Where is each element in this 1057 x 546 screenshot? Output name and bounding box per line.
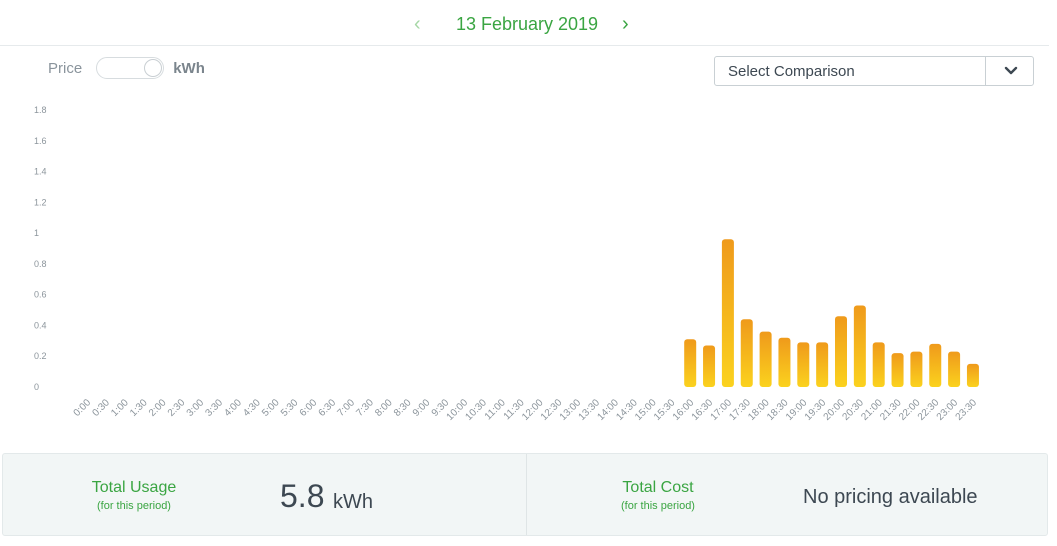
chevron-right-icon[interactable]: › [622,13,629,35]
toggle-label-price[interactable]: Price [48,59,83,77]
x-tick-label: 2:00 [147,397,169,419]
y-axis: 0 0.2 0.4 0.6 0.8 1 1.2 1.4 1.6 1.8 [34,105,47,392]
usage-bar[interactable] [703,345,716,387]
usage-bar[interactable] [853,305,866,387]
usage-bar[interactable] [816,342,829,387]
y-tick-label: 1.2 [34,197,47,207]
chevron-left-icon[interactable]: ‹ [414,13,421,35]
x-axis: 0:000:301:001:302:002:303:003:304:004:30… [72,397,980,423]
x-tick-label: 3:00 [185,397,207,419]
x-tick-label: 7:00 [335,397,357,419]
comparison-select-value: Select Comparison [728,63,855,80]
usage-bar[interactable] [872,342,885,387]
usage-bar[interactable] [966,363,979,387]
total-cost-title: Total Cost [622,479,694,496]
current-date: 13 February 2019 [455,14,599,34]
usage-bar[interactable] [929,343,942,387]
total-usage-unit: kWh [333,491,373,513]
usage-bar[interactable] [759,331,772,387]
summary-panel: Total Usage (for this period) 5.8 kWh To… [2,453,1048,536]
toggle-knob[interactable] [144,59,163,77]
total-usage-title: Total Usage [91,479,177,496]
y-tick-label: 1 [34,228,39,238]
usage-bar[interactable] [740,319,753,387]
unit-toggle-switch[interactable] [96,57,165,79]
x-tick-label: 5:30 [279,397,301,419]
total-usage-value: 5.8 [280,478,325,514]
y-tick-label: 0 [34,382,39,392]
y-tick-label: 0.8 [34,259,47,269]
usage-bar[interactable] [948,351,961,387]
comparison-select[interactable]: Select Comparison [714,56,1034,86]
x-tick-label: 0:30 [90,397,112,419]
y-tick-label: 1.4 [34,167,47,177]
usage-bar[interactable] [910,351,923,387]
y-tick-label: 0.4 [34,320,47,330]
x-tick-label: 8:00 [373,397,395,419]
x-tick-label: 23:30 [954,397,980,423]
x-tick-label: 6:00 [298,397,320,419]
select-divider [985,57,986,85]
x-tick-label: 8:30 [392,397,414,419]
usage-bar[interactable] [891,353,904,387]
unit-toggle-row: Price kWh [48,57,205,79]
x-tick-label: 4:30 [241,397,263,419]
x-tick-label: 0:00 [72,397,94,419]
total-cost-subtitle: (for this period) [621,500,695,512]
x-tick-label: 5:00 [260,397,282,419]
toggle-label-kwh[interactable]: kWh [173,59,205,77]
x-tick-label: 2:30 [166,397,188,419]
total-usage-subtitle: (for this period) [97,500,171,512]
usage-bar-chart: 00.20.40.60.811.21.41.61.8 0:000:301:001… [34,105,980,423]
x-tick-label: 10:30 [463,397,489,423]
x-tick-label: 9:00 [411,397,433,419]
x-tick-label: 4:00 [222,397,244,419]
y-tick-label: 0.6 [34,290,47,300]
usage-bar[interactable] [778,337,791,387]
x-tick-label: 3:30 [204,397,226,419]
usage-bar[interactable] [797,342,810,387]
bars-group [684,239,979,387]
x-tick-label: 6:30 [317,397,339,419]
y-tick-label: 1.6 [34,136,47,146]
summary-divider [526,454,527,535]
y-tick-label: 0.2 [34,351,47,361]
usage-bar[interactable] [684,339,697,387]
chevron-down-icon[interactable] [1001,62,1021,80]
x-tick-label: 1:30 [128,397,150,419]
total-cost-value: No pricing available [803,486,978,508]
usage-bar[interactable] [721,239,734,387]
y-tick-label: 1.8 [34,105,47,115]
x-tick-label: 1:00 [109,397,131,419]
date-navigation: ‹ 13 February 2019 › [0,0,1049,46]
usage-bar[interactable] [835,316,847,387]
x-tick-label: 7:30 [354,397,376,419]
